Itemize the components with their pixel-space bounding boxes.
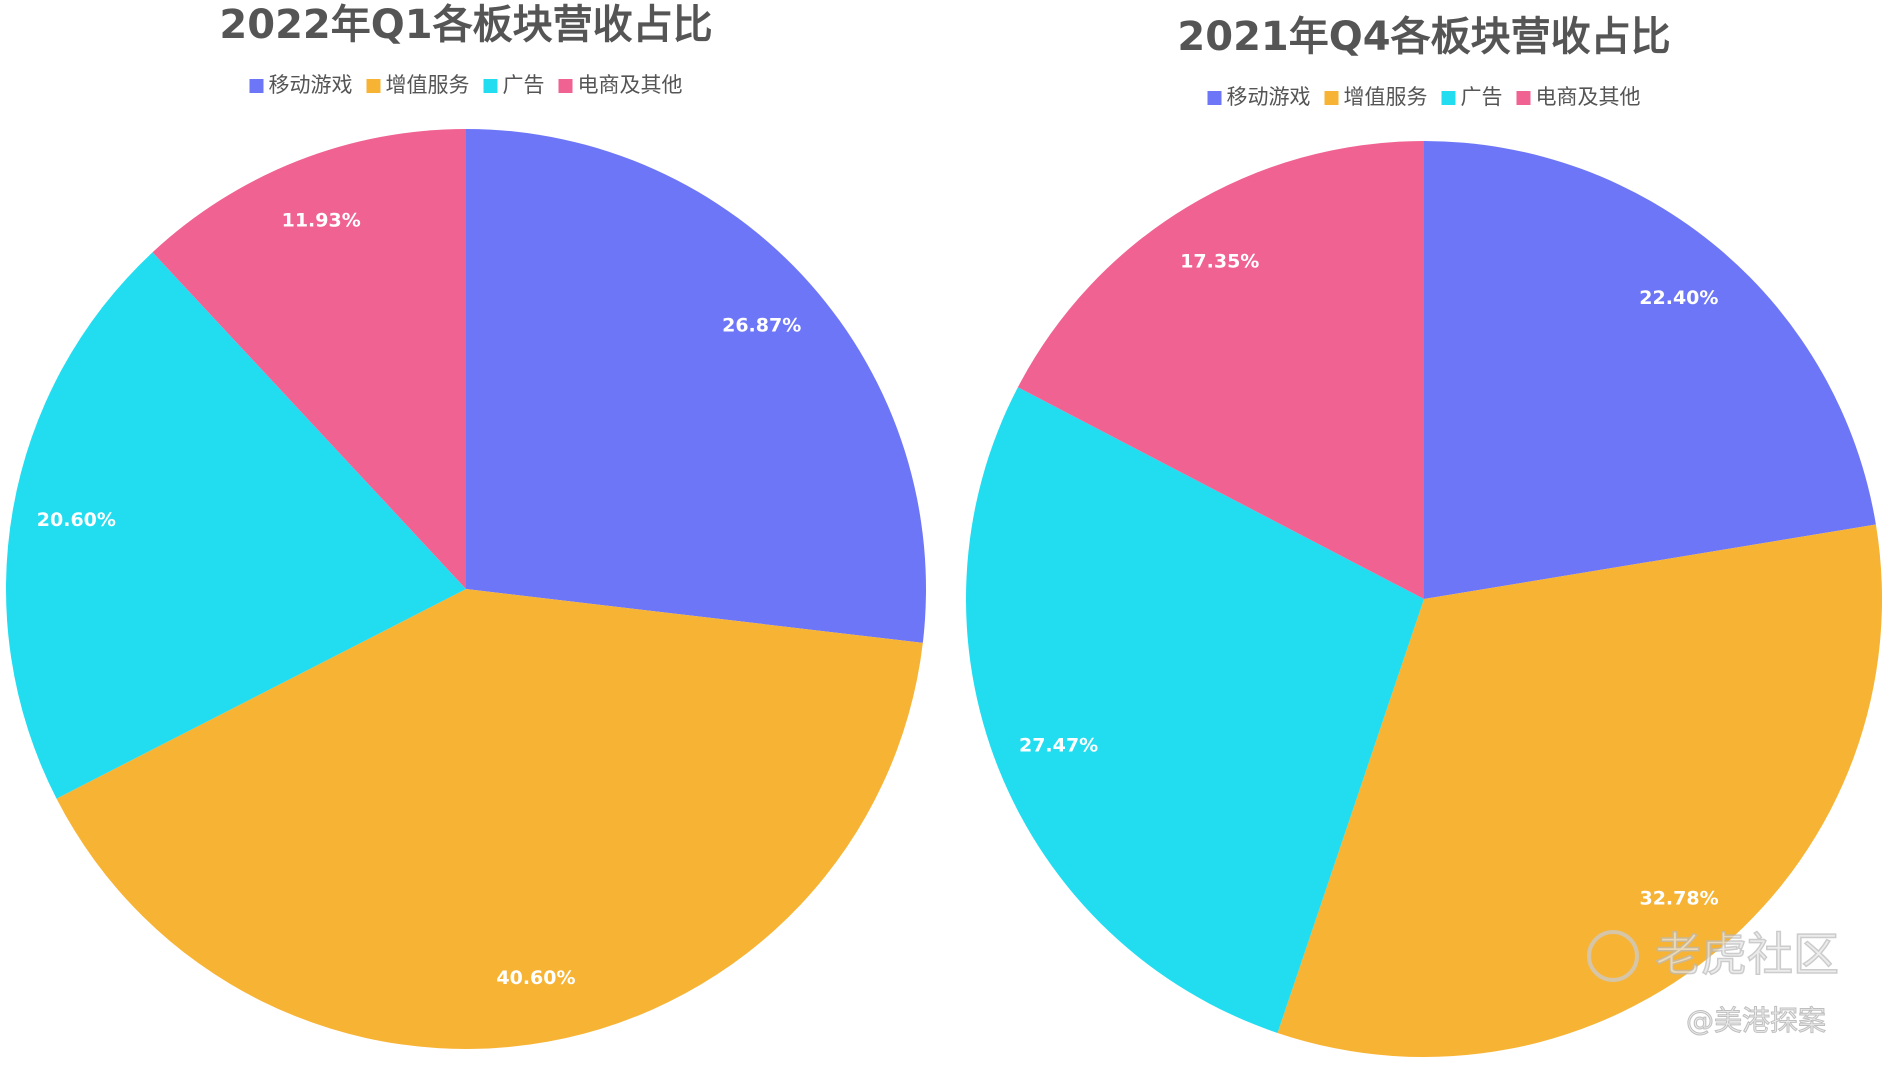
pie-slice: [56, 589, 923, 1049]
pie-slice: [1017, 141, 1424, 599]
value-label: 17.35%: [1180, 251, 1259, 273]
value-label: 11.93%: [282, 209, 361, 231]
legend-label: 增值服务: [1344, 85, 1428, 109]
pie-slice: [152, 129, 466, 589]
pie-slice: [1424, 141, 1876, 599]
value-label: 20.60%: [37, 509, 116, 531]
chart-title: 2021年Q4各板块营收占比: [1177, 14, 1670, 60]
legend-swatch: [1324, 91, 1339, 105]
legend-swatch: [1441, 91, 1456, 105]
legend-label: 移动游戏: [269, 73, 353, 97]
value-label: 26.87%: [722, 315, 801, 337]
value-label: 27.47%: [1019, 734, 1098, 756]
legend-label: 电商及其他: [1536, 85, 1641, 109]
legend-swatch: [483, 79, 498, 93]
pie-slice: [1277, 524, 1883, 1058]
watermark: 老虎社区 @美港探案: [1587, 927, 1840, 1038]
legend-label: 电商及其他: [578, 73, 683, 97]
pie-slice: [466, 129, 926, 643]
value-label: 32.78%: [1639, 888, 1718, 910]
legend-label: 广告: [503, 73, 545, 97]
legend-swatch: [249, 79, 264, 93]
value-label: 40.60%: [496, 967, 575, 989]
legend-label: 广告: [1461, 85, 1503, 109]
pie-slice: [6, 252, 466, 799]
legend: 移动游戏 增值服务 广告 电商及其他: [1207, 85, 1641, 109]
watermark-logo: 老虎社区: [1655, 928, 1839, 982]
legend-swatch: [558, 79, 573, 93]
value-label: 22.40%: [1639, 287, 1718, 309]
legend-swatch: [1207, 91, 1222, 105]
chart-title: 2022年Q1各板块营收占比: [219, 2, 712, 48]
legend-swatch: [1516, 91, 1531, 105]
legend: 移动游戏 增值服务 广告 电商及其他: [249, 73, 683, 97]
watermark-author: @美港探案: [1686, 1004, 1826, 1037]
legend-swatch: [366, 79, 381, 93]
legend-label: 增值服务: [386, 73, 470, 97]
legend-label: 移动游戏: [1227, 85, 1311, 109]
pie-slice: [965, 387, 1424, 1033]
watermark-logo-icon: [1587, 930, 1639, 982]
